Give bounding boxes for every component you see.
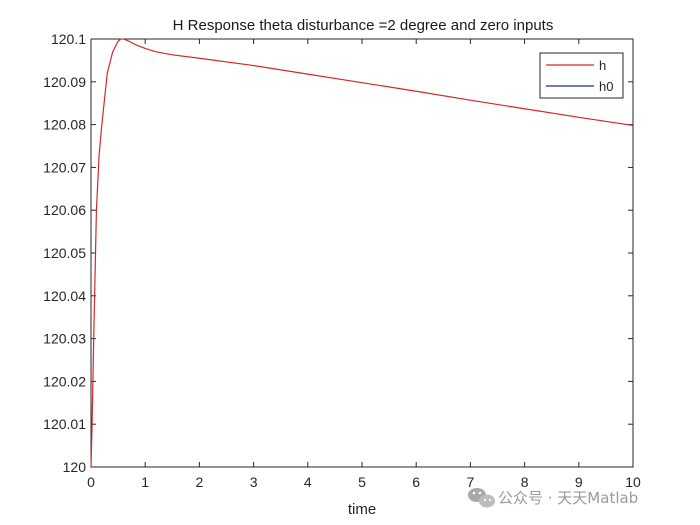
x-tick-label: 5 bbox=[358, 474, 366, 490]
y-tick-label: 120.1 bbox=[51, 31, 86, 47]
y-tick-label: 120.09 bbox=[43, 74, 86, 90]
legend-label-h0: h0 bbox=[599, 79, 613, 94]
x-tick-label: 7 bbox=[467, 474, 475, 490]
legend-box bbox=[539, 52, 624, 99]
y-tick-label: 120.01 bbox=[43, 416, 86, 432]
y-tick-label: 120.05 bbox=[43, 245, 86, 261]
x-tick-label: 6 bbox=[412, 474, 420, 490]
y-tick-label: 120 bbox=[63, 459, 87, 475]
series-line-h bbox=[90, 38, 634, 468]
y-tick-label: 120.03 bbox=[43, 331, 86, 347]
legend-label-h: h bbox=[599, 58, 606, 73]
x-tick-label: 0 bbox=[87, 474, 95, 490]
x-tick-label: 9 bbox=[575, 474, 583, 490]
y-tick-label: 120.08 bbox=[43, 117, 86, 133]
x-tick-label: 8 bbox=[521, 474, 529, 490]
chart-title: H Response theta disturbance =2 degree a… bbox=[173, 17, 554, 34]
y-tick-label: 120.06 bbox=[43, 202, 86, 218]
x-axis-ticks: 0 1 2 3 4 5 6 7 8 9 10 bbox=[87, 39, 641, 490]
legend: h h0 bbox=[539, 52, 624, 99]
y-tick-label: 120.02 bbox=[43, 373, 86, 389]
y-tick-label: 120.07 bbox=[43, 159, 86, 175]
y-tick-label: 120.04 bbox=[43, 288, 86, 304]
watermark-text: 公众号 · 天天Matlab bbox=[498, 489, 638, 507]
wechat-icon bbox=[468, 488, 495, 508]
series-group bbox=[90, 38, 634, 468]
y-axis-ticks: 120 120.01 120.02 120.03 120.04 120.05 120.06 1… bbox=[43, 31, 633, 475]
x-tick-label: 1 bbox=[141, 474, 149, 490]
x-tick-label: 4 bbox=[304, 474, 312, 490]
x-tick-label: 3 bbox=[250, 474, 258, 490]
watermark: 公众号 · 天天Matlab bbox=[468, 488, 638, 508]
plot-area bbox=[90, 38, 634, 468]
x-tick-label: 10 bbox=[625, 474, 641, 490]
x-tick-label: 2 bbox=[196, 474, 204, 490]
x-axis-label: time bbox=[348, 501, 376, 518]
